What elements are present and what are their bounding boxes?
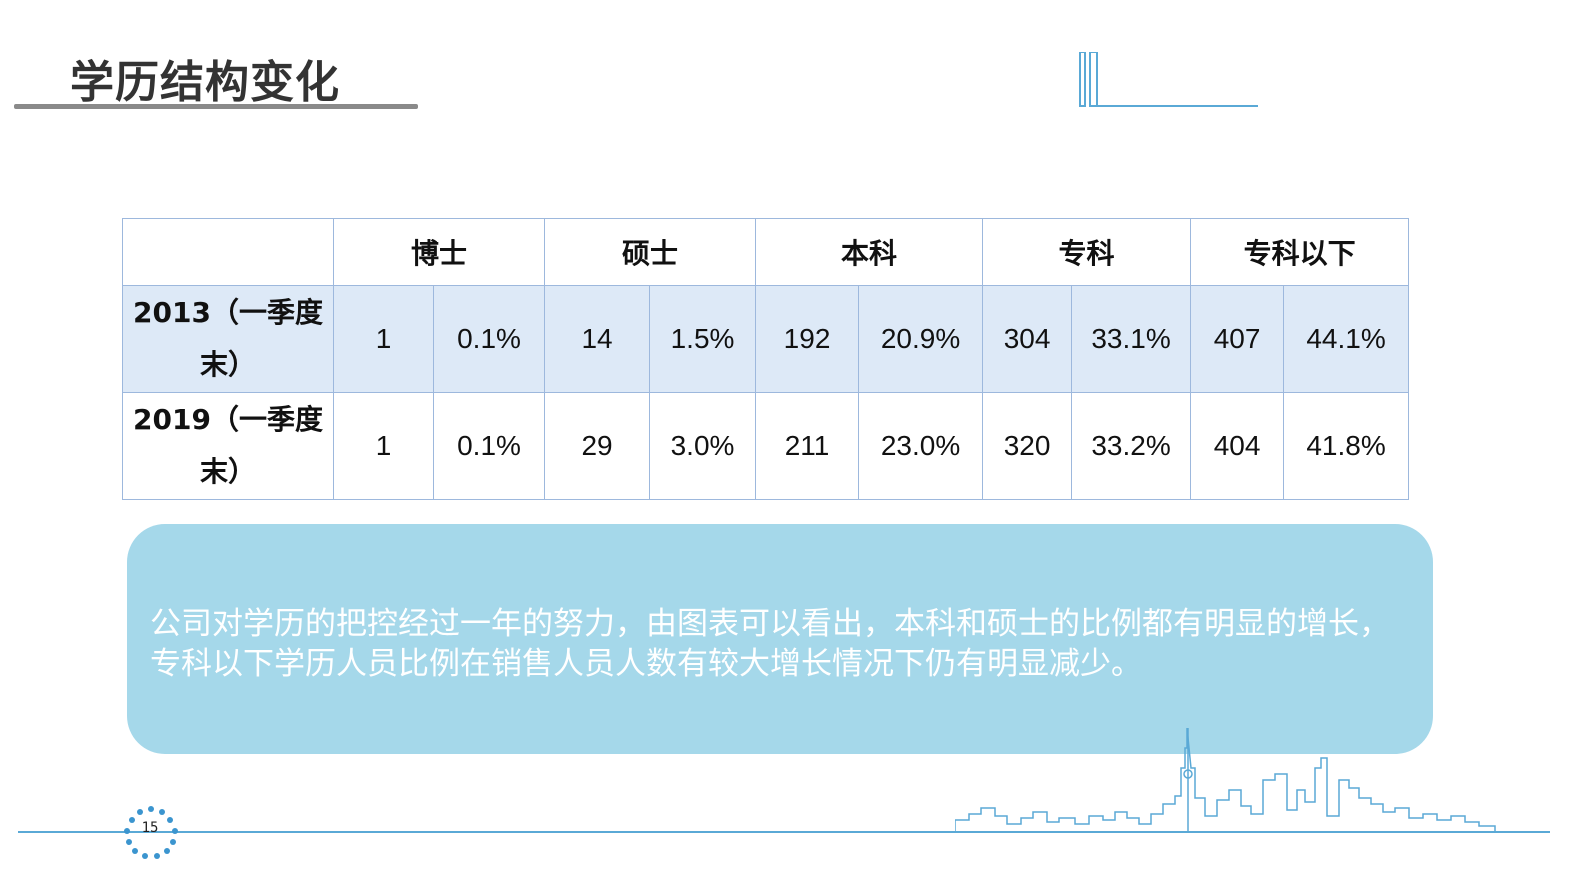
table-header-row: 博士 硕士 本科 专科 专科以下: [122, 218, 1410, 286]
header-bachelor: 本科: [755, 218, 984, 286]
education-table: 博士 硕士 本科 专科 专科以下 2013（一季度 末） 1 0.1% 14 1.…: [122, 218, 1410, 500]
header-below-college: 专科以下: [1190, 218, 1410, 286]
table-cell: 20.9%: [858, 285, 984, 393]
row-label-line2: 末）: [199, 348, 256, 381]
table-cell: 1.5%: [649, 285, 757, 393]
table-row-2019: 2019（一季度 末） 1 0.1% 29 3.0% 211 23.0% 320 …: [122, 392, 1410, 500]
row-label: 2019（一季度 末）: [122, 392, 334, 500]
table-cell: 3.0%: [649, 392, 757, 500]
row-label-line1: 2019（一季度: [133, 403, 323, 436]
row-label: 2013（一季度 末）: [122, 285, 334, 393]
table-cell: 33.1%: [1071, 285, 1192, 393]
table-cell: 192: [755, 285, 860, 393]
table-cell: 1: [333, 285, 434, 393]
page-number: 15: [141, 820, 159, 836]
title-underline: [14, 104, 418, 109]
page-number-badge: [124, 806, 178, 859]
row-label-line2: 末）: [199, 455, 256, 488]
header-doctor: 博士: [332, 218, 546, 286]
table-cell: 320: [982, 392, 1073, 500]
footer-line: [18, 831, 1550, 833]
table-cell: 304: [982, 285, 1073, 393]
page-title: 学历结构变化: [70, 57, 340, 108]
table-cell: 0.1%: [432, 392, 546, 500]
table-cell: 33.2%: [1071, 392, 1192, 500]
table-cell: 29: [544, 392, 651, 500]
table-cell: 404: [1190, 392, 1285, 500]
table-cell: 0.1%: [432, 285, 546, 393]
header-corner: [122, 218, 334, 286]
table-cell: 44.1%: [1283, 285, 1410, 393]
corner-decoration: [1079, 52, 1258, 107]
summary-panel: [127, 524, 1433, 754]
row-label-line1: 2013（一季度: [133, 296, 323, 329]
table-cell: 1: [333, 392, 434, 500]
table-cell: 14: [544, 285, 651, 393]
header-master: 硕士: [544, 218, 757, 286]
summary-text: 公司对学历的把控经过一年的努力，由图表可以看出，本科和硕士的比例都有明显的增长，…: [150, 606, 1390, 682]
city-skyline-illustration: [955, 728, 1496, 832]
header-college: 专科: [982, 218, 1192, 286]
table-cell: 41.8%: [1283, 392, 1410, 500]
table-cell: 407: [1190, 285, 1285, 393]
table-row-2013: 2013（一季度 末） 1 0.1% 14 1.5% 192 20.9% 304 …: [122, 285, 1410, 393]
table-cell: 23.0%: [858, 392, 984, 500]
table-cell: 211: [755, 392, 860, 500]
